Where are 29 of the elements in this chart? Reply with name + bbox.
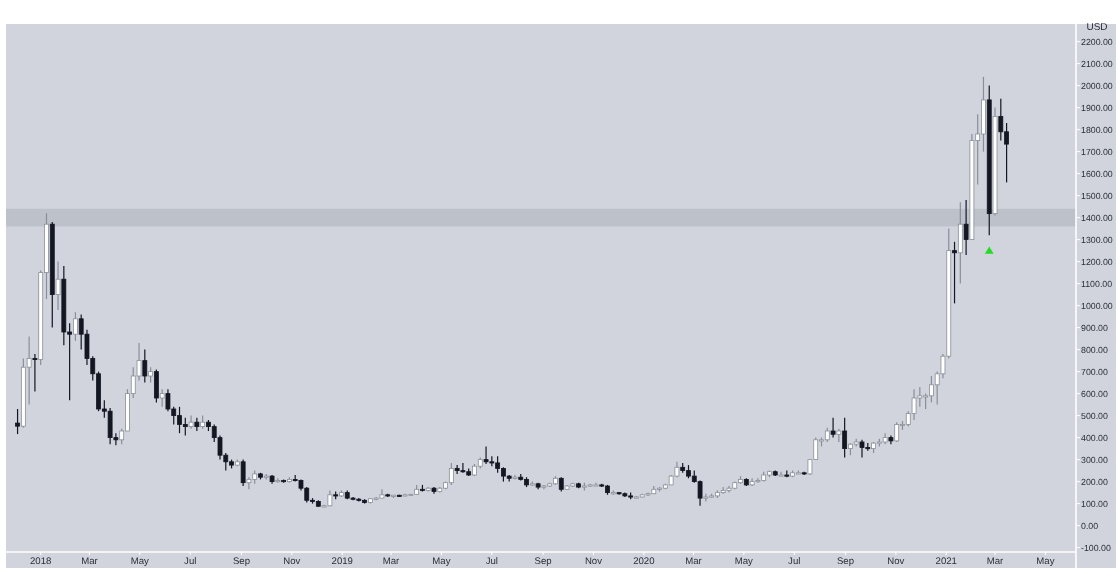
candlestick	[142, 349, 148, 384]
candlestick	[952, 241, 957, 304]
candlestick	[177, 406, 182, 434]
candlestick	[842, 417, 848, 458]
candlestick	[153, 368, 159, 403]
candlestick	[379, 488, 385, 499]
candlestick	[963, 199, 969, 256]
candlestick	[55, 261, 61, 311]
candlestick	[836, 428, 842, 443]
candlestick	[246, 476, 252, 490]
candlestick	[483, 445, 489, 465]
candlestick	[697, 479, 703, 507]
candlestick	[32, 353, 38, 392]
candlestick	[107, 407, 113, 445]
candlestick	[911, 388, 917, 421]
candlestick	[859, 439, 865, 458]
candlestick	[240, 459, 246, 487]
candlestick	[188, 415, 194, 430]
candlestick	[454, 464, 460, 475]
candlestick	[957, 201, 963, 285]
candlestick	[726, 485, 732, 494]
candlestick	[194, 417, 200, 432]
candlestick	[460, 462, 466, 474]
candlestick	[73, 311, 78, 342]
candlestick	[15, 408, 20, 435]
candlestick	[448, 462, 454, 486]
candlestick	[929, 375, 934, 403]
candlestick	[755, 477, 761, 484]
candlestick	[830, 417, 836, 439]
